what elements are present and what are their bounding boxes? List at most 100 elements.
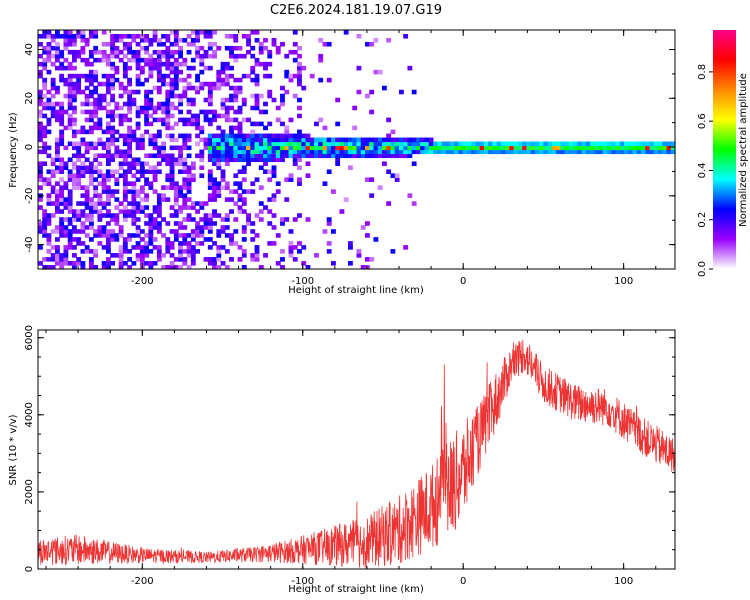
spectrogram-cell bbox=[88, 209, 94, 214]
spectrogram-cell bbox=[326, 149, 332, 155]
spectrogram-cell bbox=[54, 57, 60, 63]
spectrogram-cell bbox=[284, 125, 290, 131]
spectrogram-cell bbox=[233, 189, 239, 194]
spectrogram-cell bbox=[165, 89, 171, 95]
spectrogram-cell bbox=[611, 145, 617, 151]
spectrogram-cell bbox=[258, 41, 264, 47]
spectrogram-cell bbox=[352, 149, 358, 155]
spectrogram-cell bbox=[178, 257, 183, 262]
spectrogram-cell bbox=[110, 61, 116, 67]
spectrogram-cell bbox=[356, 249, 362, 254]
spectrogram-cell bbox=[169, 165, 175, 171]
spectrogram-cell bbox=[118, 257, 124, 262]
spectrogram-cell bbox=[466, 145, 472, 151]
spectrogram-cell bbox=[97, 101, 103, 107]
spectrogram-cell bbox=[458, 145, 464, 151]
spectrogram-cell bbox=[67, 237, 73, 242]
spectrogram-cell bbox=[50, 173, 56, 178]
spectrogram-cell bbox=[241, 265, 247, 270]
spectrogram-cell bbox=[93, 125, 99, 131]
spectrogram-cell bbox=[246, 221, 251, 226]
spectrogram-cell bbox=[199, 173, 205, 178]
spectrogram-cell bbox=[258, 93, 264, 99]
spectrogram-cell bbox=[182, 193, 188, 198]
spectrogram-cell bbox=[297, 153, 302, 159]
spectrogram-cell bbox=[203, 217, 209, 222]
spectrogram-cell bbox=[292, 93, 298, 99]
spectrogram-cell bbox=[71, 37, 77, 43]
spectrogram-cell bbox=[195, 221, 200, 226]
spectrogram-cell bbox=[224, 213, 230, 218]
spectrogram-cell bbox=[88, 173, 94, 178]
spectrogram-cell bbox=[212, 133, 217, 139]
spectrogram-cell bbox=[178, 157, 183, 163]
spectrogram-cell bbox=[67, 121, 73, 127]
spectrogram-cell bbox=[441, 145, 447, 151]
spectrogram-cell bbox=[275, 149, 281, 155]
spectrogram-cell bbox=[139, 33, 145, 39]
spectrogram-cell bbox=[229, 129, 234, 135]
spectrogram-cell bbox=[84, 117, 90, 123]
spectrogram-cell bbox=[190, 113, 196, 119]
spectrogram-cell bbox=[63, 185, 69, 190]
spectrogram-cell bbox=[326, 153, 332, 159]
spectrogram-cell bbox=[314, 145, 319, 151]
spectrogram-cell bbox=[292, 157, 298, 163]
spectrogram-cell bbox=[331, 229, 336, 234]
spectrogram-cell bbox=[38, 197, 43, 202]
spectrogram-cell bbox=[263, 37, 268, 43]
spectrogram-cell bbox=[178, 145, 183, 151]
spectrogram-cell bbox=[220, 185, 226, 190]
spectrogram-cell bbox=[543, 149, 549, 155]
spectrogram-cell bbox=[93, 201, 99, 206]
spectrogram-cell bbox=[216, 145, 222, 151]
spectrogram-cell bbox=[42, 209, 48, 214]
spectrogram-cell bbox=[229, 257, 234, 262]
spectrogram-cell bbox=[93, 145, 99, 151]
spectrogram-cell bbox=[254, 101, 260, 107]
spectrogram-cell bbox=[394, 173, 400, 178]
spectrogram-cell bbox=[59, 165, 65, 171]
spectrogram-cell bbox=[42, 85, 48, 91]
spectrogram-cell bbox=[271, 137, 277, 143]
spectrogram-cell bbox=[284, 153, 290, 159]
spectrogram-cell bbox=[178, 93, 183, 99]
spectrogram-cell bbox=[114, 49, 120, 55]
spectrogram-cell bbox=[156, 245, 162, 250]
spectrogram-cell bbox=[152, 57, 158, 63]
spectrogram-cell bbox=[105, 89, 111, 95]
spectrogram-cell bbox=[97, 225, 103, 230]
spectrogram-cell bbox=[203, 33, 209, 39]
spectrogram-cell bbox=[297, 105, 302, 111]
spectrogram-cell bbox=[182, 241, 188, 246]
spectrogram-cell bbox=[97, 201, 103, 206]
spectrogram-cell bbox=[556, 141, 561, 147]
spectrogram-cell bbox=[88, 93, 94, 99]
spectrogram-cell bbox=[224, 145, 230, 151]
spectrogram-cell bbox=[42, 133, 48, 139]
spectrogram-cell bbox=[67, 241, 73, 246]
spectrogram-cell bbox=[169, 145, 175, 151]
spectrogram-cell bbox=[398, 89, 404, 95]
spectrogram-cell bbox=[182, 161, 188, 167]
spectrogram-cell bbox=[237, 45, 243, 51]
spectrogram-cell bbox=[314, 141, 319, 147]
spectrogram-cell bbox=[373, 237, 379, 242]
spectrogram-cell bbox=[80, 101, 86, 107]
spectrogram-cell bbox=[110, 189, 116, 194]
spectrogram-cell bbox=[67, 173, 73, 178]
spectrogram-cell bbox=[241, 145, 247, 151]
spectrogram-cell bbox=[165, 121, 171, 127]
spectrogram-cell bbox=[309, 153, 315, 159]
spectrogram-cell bbox=[271, 37, 277, 43]
spectrogram-cell bbox=[216, 125, 222, 131]
spectrogram-cell bbox=[364, 233, 370, 238]
spectrogram-cell bbox=[169, 30, 175, 35]
spectrogram-cell bbox=[105, 189, 111, 194]
spectrogram-cell bbox=[135, 53, 141, 59]
spectrogram-cell bbox=[97, 105, 103, 111]
spectrogram-cell bbox=[331, 145, 336, 151]
spectrogram-cell bbox=[258, 145, 264, 151]
spectrogram-cell bbox=[237, 157, 243, 163]
spectrogram-cell bbox=[309, 137, 315, 143]
